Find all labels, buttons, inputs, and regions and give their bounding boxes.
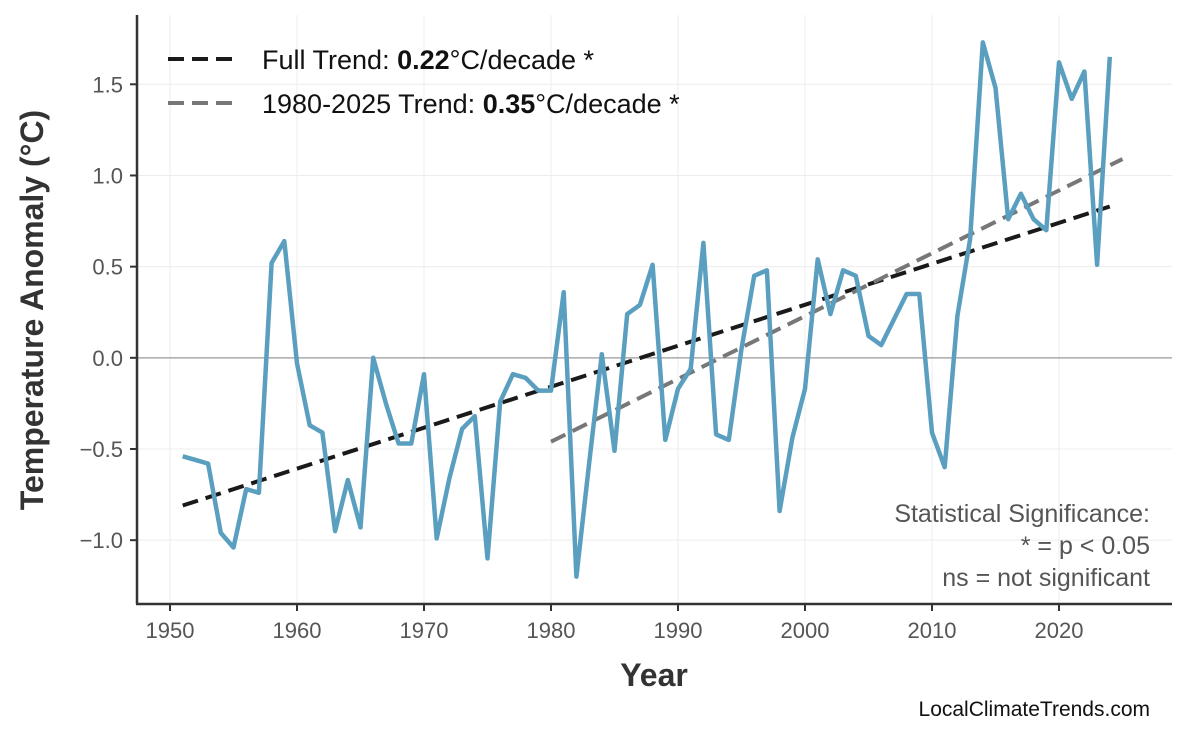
- y-tick-label: 1.5: [92, 72, 123, 97]
- trend-line-full: [183, 206, 1110, 505]
- y-tick-label: 0.5: [92, 255, 123, 280]
- y-tick-label: −1.0: [80, 528, 123, 553]
- x-tick-label: 2020: [1034, 618, 1083, 643]
- x-tick-label: 1970: [400, 618, 449, 643]
- trend-line-recent: [551, 159, 1122, 442]
- significance-annotation: Statistical Significance: * = p < 0.05 n…: [894, 500, 1150, 592]
- y-tick-label: 0.0: [92, 346, 123, 371]
- legend-entry-recent-trend: 1980-2025 Trend: 0.35°C/decade *: [262, 89, 680, 119]
- x-axis-label: Year: [620, 657, 688, 693]
- y-tick-label: −0.5: [80, 437, 123, 462]
- y-ticks: −1.0 −0.5 0.0 0.5 1.0 1.5: [80, 72, 137, 553]
- y-axis-label: Temperature Anomaly (°C): [14, 110, 50, 510]
- y-tick-label: 1.0: [92, 163, 123, 188]
- x-ticks: 1950 1960 1970 1980 1990 2000 2010 2020: [146, 604, 1084, 643]
- annotation-line-2: * = p < 0.05: [1021, 532, 1150, 560]
- annotation-line-3: ns = not significant: [942, 564, 1150, 592]
- x-tick-label: 1950: [146, 618, 195, 643]
- x-tick-label: 2000: [781, 618, 830, 643]
- x-tick-label: 1960: [273, 618, 322, 643]
- x-tick-label: 1980: [527, 618, 576, 643]
- legend-entry-full-trend: Full Trend: 0.22°C/decade *: [262, 45, 595, 75]
- watermark: LocalClimateTrends.com: [919, 698, 1150, 721]
- annotation-line-1: Statistical Significance:: [894, 500, 1150, 528]
- x-tick-label: 1990: [654, 618, 703, 643]
- data-points: [183, 42, 1110, 576]
- series-line: [183, 42, 1110, 576]
- x-tick-label: 2010: [908, 618, 957, 643]
